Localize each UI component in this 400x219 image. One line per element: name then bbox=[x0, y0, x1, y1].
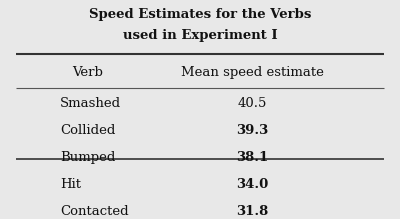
Text: Smashed: Smashed bbox=[60, 97, 121, 110]
Text: Verb: Verb bbox=[72, 65, 104, 79]
Text: Mean speed estimate: Mean speed estimate bbox=[180, 65, 324, 79]
Text: 34.0: 34.0 bbox=[236, 178, 268, 191]
Text: 31.8: 31.8 bbox=[236, 205, 268, 218]
Text: Hit: Hit bbox=[60, 178, 81, 191]
Text: Bumped: Bumped bbox=[60, 151, 115, 164]
Text: Collided: Collided bbox=[60, 124, 115, 137]
Text: used in Experiment I: used in Experiment I bbox=[123, 30, 277, 42]
Text: 38.1: 38.1 bbox=[236, 151, 268, 164]
Text: Contacted: Contacted bbox=[60, 205, 129, 218]
Text: 40.5: 40.5 bbox=[237, 97, 267, 110]
Text: 39.3: 39.3 bbox=[236, 124, 268, 137]
Text: Speed Estimates for the Verbs: Speed Estimates for the Verbs bbox=[89, 8, 311, 21]
